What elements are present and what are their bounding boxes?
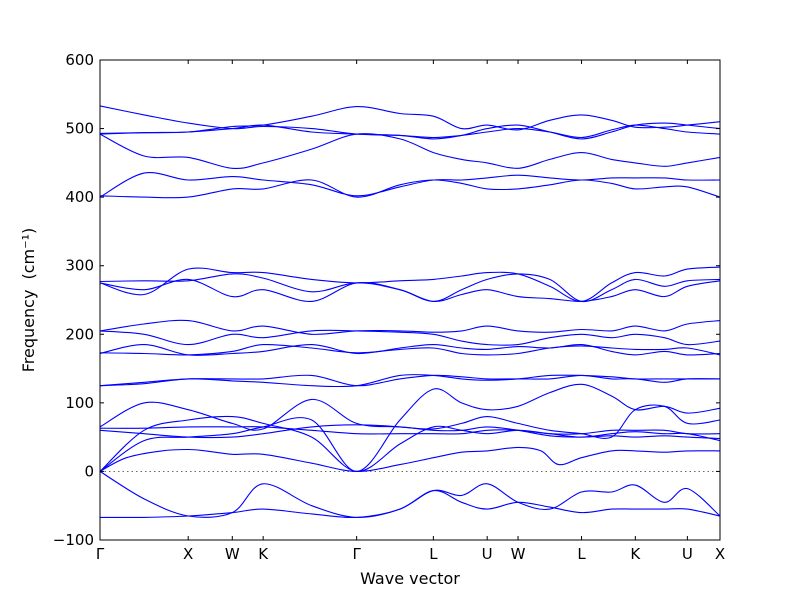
x-tick-label: X (183, 545, 193, 563)
band-line-3 (99, 446, 721, 472)
band-line-2 (99, 490, 721, 519)
x-tick-label: W (225, 545, 240, 563)
y-axis-label: Frequency (cm⁻¹) (19, 228, 38, 372)
band-line-16 (99, 273, 721, 303)
x-axis-label: Wave vector (360, 569, 460, 588)
y-tick-label: 100 (65, 394, 94, 412)
y-tick-label: 400 (65, 188, 94, 206)
x-tick-label: W (511, 545, 526, 563)
x-tick-label: K (630, 545, 641, 563)
bands-group (99, 105, 721, 519)
x-tick-label: K (258, 545, 269, 563)
x-tick-label: Γ (352, 545, 361, 563)
band-line-17 (99, 278, 721, 302)
y-tick-label: 500 (65, 120, 94, 138)
band-line-15 (99, 266, 721, 302)
x-tick-label: L (429, 545, 438, 563)
y-axis-label-unit: (cm⁻¹) (19, 228, 38, 280)
y-tick-label: 200 (65, 325, 94, 343)
y-tick-label: −100 (53, 531, 94, 549)
x-tick-label: Γ (96, 545, 105, 563)
band-line-11 (99, 344, 721, 356)
band-line-1 (99, 470, 721, 518)
band-line-14 (99, 329, 721, 346)
plot-frame (99, 59, 721, 541)
y-axis-ticks: −100 0 100 200 300 400 500 600 (53, 51, 720, 549)
band-line-7 (99, 424, 721, 440)
x-tick-label: X (715, 545, 725, 563)
band-line-4 (99, 415, 721, 472)
x-tick-label: U (682, 545, 693, 563)
band-line-8 (99, 398, 721, 439)
y-axis-label-text: Frequency (19, 290, 38, 373)
x-tick-label: L (577, 545, 586, 563)
band-line-13 (99, 319, 721, 335)
y-tick-label: 0 (84, 462, 94, 480)
y-tick-label: 600 (65, 51, 94, 69)
x-tick-label: U (482, 545, 493, 563)
band-line-9 (99, 374, 721, 387)
band-line-10 (99, 373, 720, 388)
y-tick-label: 300 (65, 257, 94, 275)
band-line-20 (99, 133, 721, 170)
band-line-23 (99, 105, 721, 139)
band-line-22 (99, 106, 721, 134)
band-line-19 (99, 179, 721, 199)
band-line-18 (99, 172, 721, 198)
band-line-12 (99, 343, 721, 356)
band-line-6 (99, 426, 721, 435)
